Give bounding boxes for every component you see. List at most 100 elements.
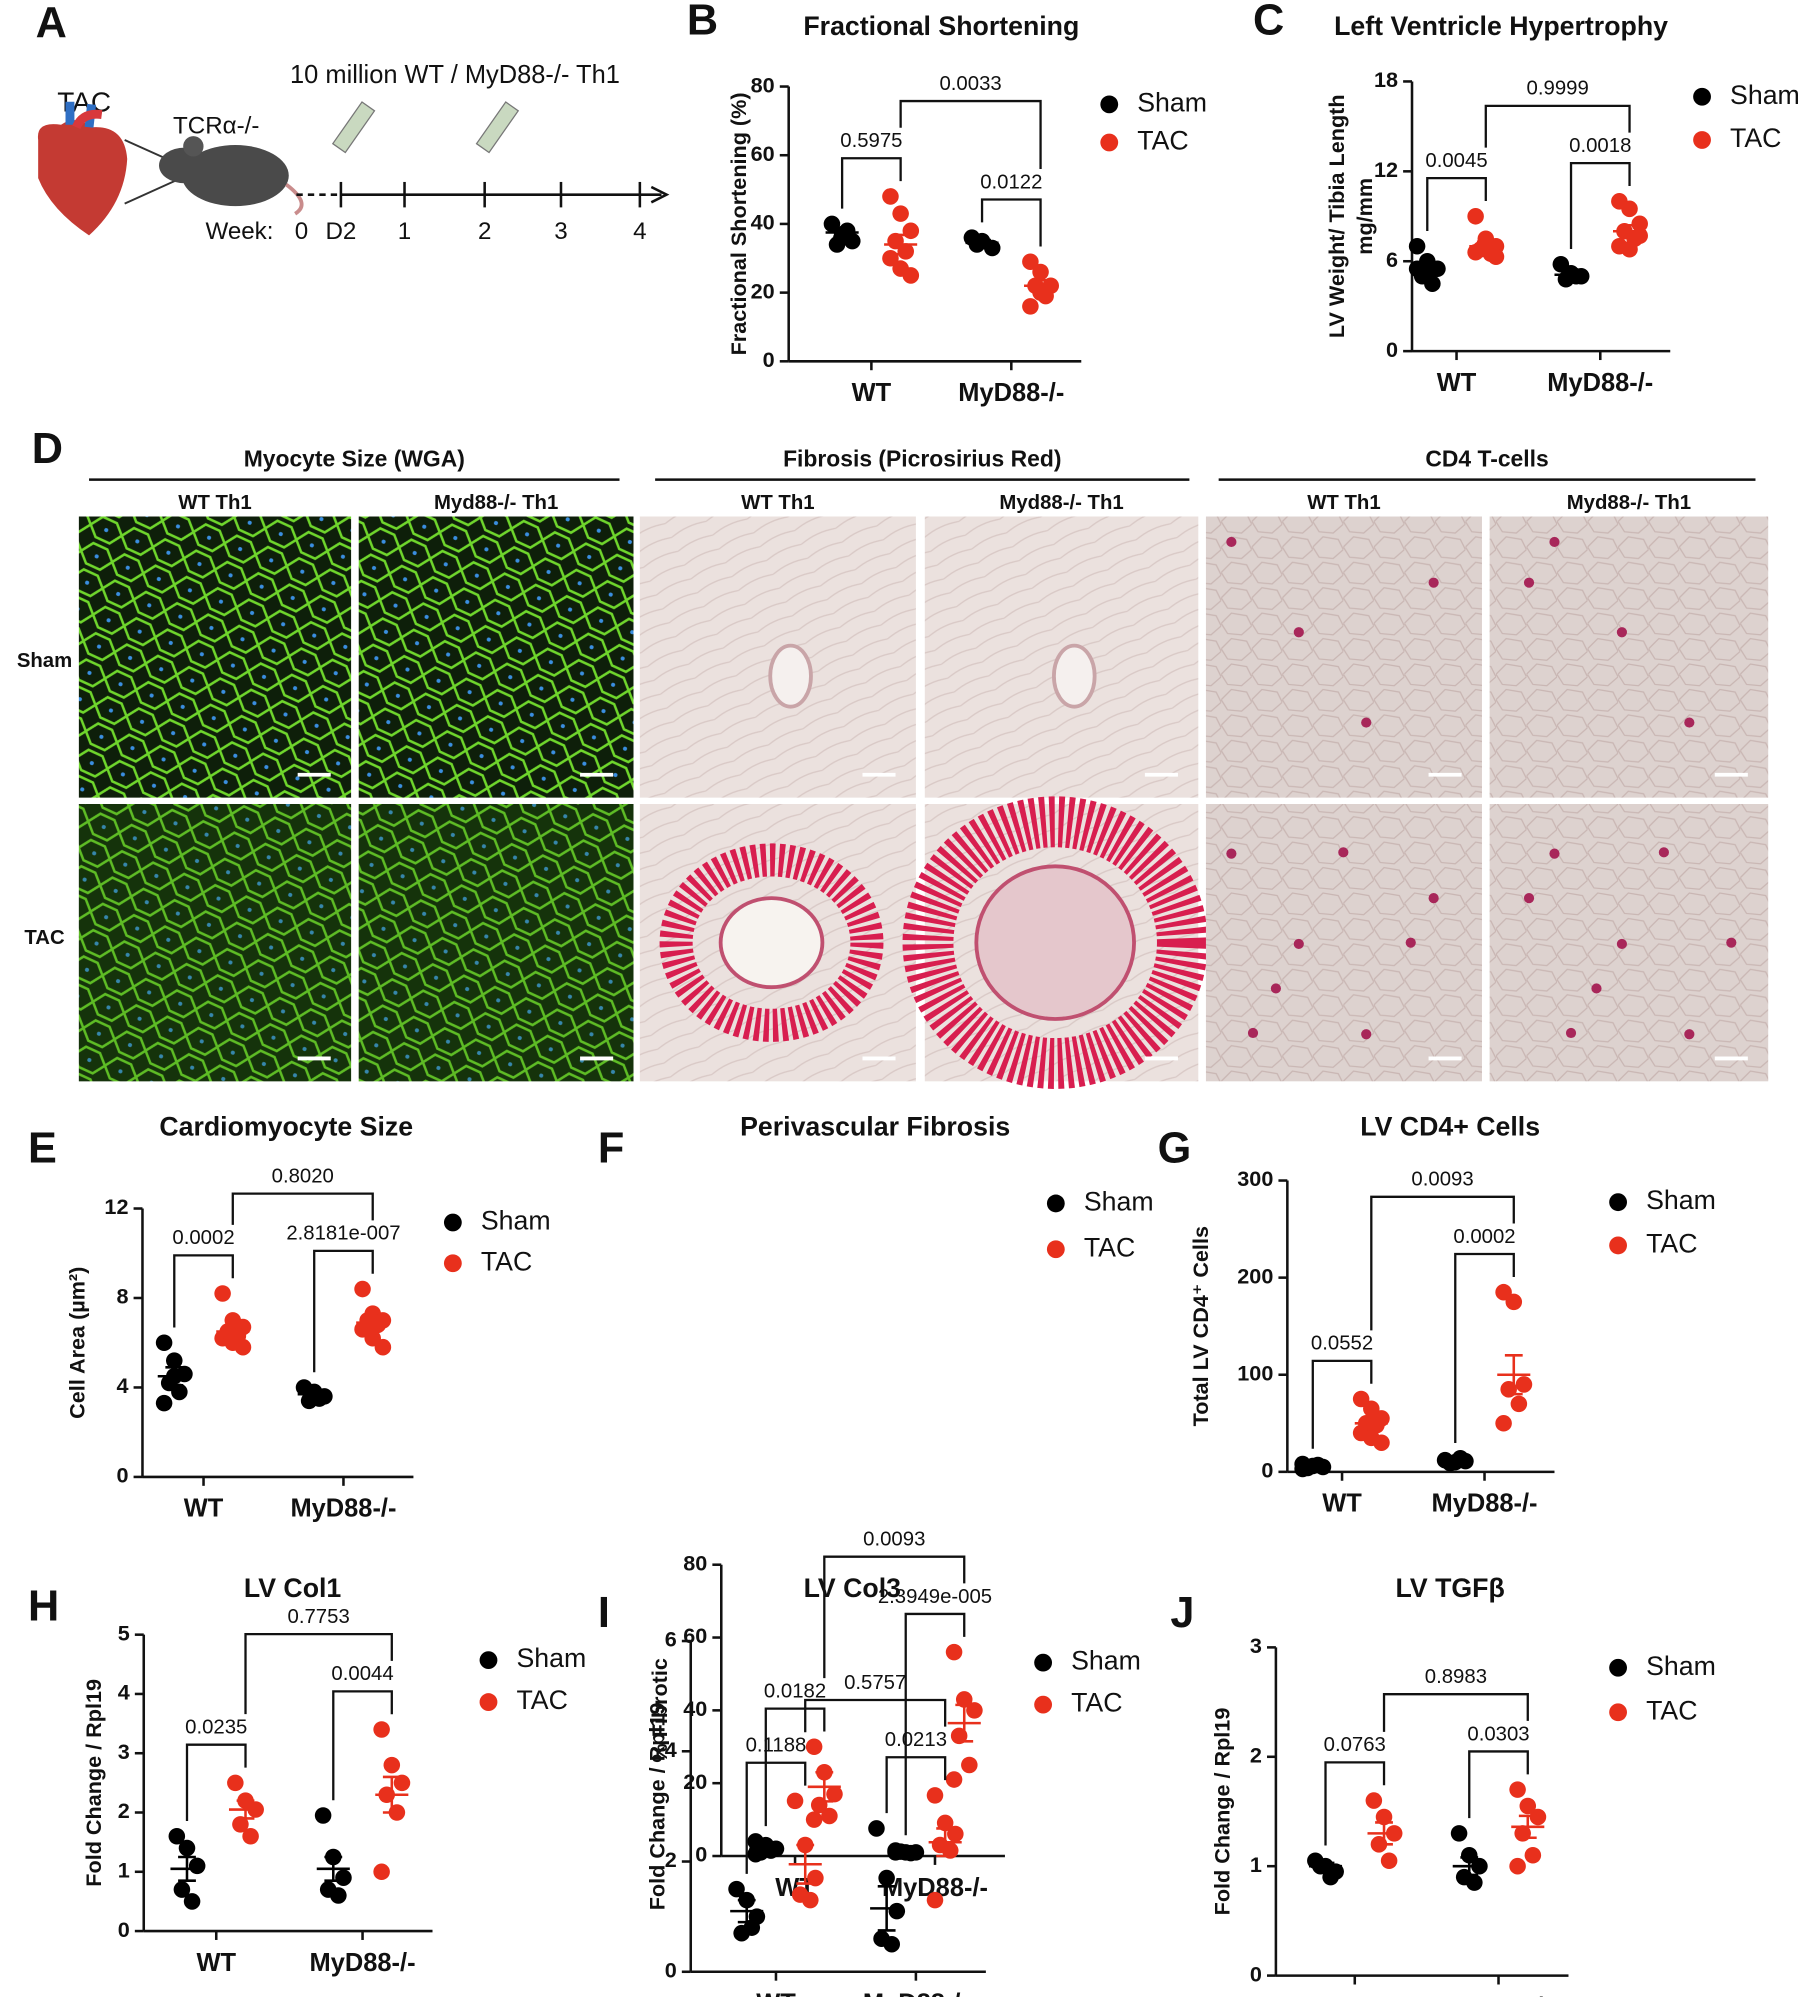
cd4-cell — [1405, 937, 1416, 948]
legend-label: Sham — [1137, 87, 1207, 117]
timeline-tick-label: 4 — [633, 218, 646, 245]
comparison-bracket — [1484, 104, 1631, 148]
panel-label: C — [1253, 0, 1284, 44]
chart-title: LV TGFβ — [1396, 1573, 1505, 1603]
comparison-bracket — [980, 198, 1042, 247]
data-point — [1509, 1781, 1526, 1798]
data-point — [1505, 1293, 1523, 1311]
data-point — [1524, 1846, 1542, 1864]
y-tick-label: 5 — [118, 1620, 130, 1645]
comparison-bracket — [313, 1249, 374, 1373]
syringe-icon — [331, 101, 520, 154]
legend-label: Sham — [481, 1206, 551, 1236]
cd4-cell — [1247, 1027, 1259, 1039]
comparison-bracket — [1454, 1252, 1515, 1443]
data-point — [1022, 253, 1039, 270]
cd4-cell — [1428, 893, 1439, 904]
cd4-cell — [1565, 1027, 1577, 1039]
p-value: 0.0303 — [1467, 1723, 1529, 1745]
data-point — [945, 1643, 963, 1661]
p-value: 0.0033 — [939, 73, 1001, 95]
y-tick-label: 0 — [1261, 1458, 1273, 1483]
error-bar — [955, 1703, 974, 1743]
chart-title: Perivascular Fibrosis — [740, 1111, 1010, 1141]
chart: H LV Col1 Fold Change / Rpl19 0 1 2 3 4 5 WT MyD88… — [28, 1573, 586, 1977]
p-value: 0.0093 — [1411, 1169, 1473, 1191]
legend-marker — [443, 1213, 462, 1232]
data-point — [1509, 1857, 1526, 1875]
mouse-icon — [159, 136, 304, 216]
error-bar — [305, 1389, 324, 1399]
error-bar — [796, 1843, 815, 1885]
data-point — [183, 1893, 201, 1910]
column-label: Myd88-/- Th1 — [434, 492, 558, 514]
comparison-bracket — [244, 1632, 393, 1715]
data-point — [1495, 1415, 1512, 1432]
y-tick-label: 200 — [1237, 1263, 1273, 1288]
x-tick-label: WT — [756, 1990, 796, 1997]
error-bar — [1460, 1856, 1479, 1877]
comparison-bracket — [1311, 1359, 1373, 1449]
comparison-bracket — [745, 1761, 807, 1874]
data-point — [902, 267, 920, 284]
error-bar — [815, 1770, 834, 1803]
column-label: Myd88-/- Th1 — [1567, 492, 1691, 514]
data-point — [868, 1820, 885, 1837]
micrograph — [358, 516, 634, 798]
y-tick-label: 2 — [1250, 1743, 1262, 1768]
p-value: 0.0093 — [863, 1529, 925, 1551]
micrograph — [1489, 516, 1769, 798]
y-tick-label: 1 — [1250, 1852, 1262, 1877]
vessel — [718, 896, 825, 990]
data-point — [232, 1816, 249, 1833]
data-point — [1515, 1376, 1533, 1393]
data-point — [821, 1807, 838, 1825]
y-tick-label: 0 — [763, 347, 775, 372]
comparison-bracket — [1370, 1195, 1515, 1331]
chart-title: Left Ventricle Hypertrophy — [1334, 11, 1668, 41]
p-value: 0.0045 — [1425, 150, 1487, 172]
y-tick-label: 6 — [1386, 247, 1398, 272]
error-bar — [1316, 1861, 1335, 1871]
error-bar — [1562, 270, 1580, 279]
chart: B Fractional Shortening Fractional Shorten… — [687, 0, 1207, 407]
data-point — [1373, 1434, 1390, 1451]
panel-label: D — [32, 425, 63, 473]
comparison-bracket — [1468, 1750, 1529, 1819]
cd4-cell — [1549, 536, 1560, 548]
error-bar — [1418, 262, 1437, 275]
y-tick-label: 12 — [104, 1194, 128, 1219]
data-point — [1510, 1395, 1528, 1413]
comparison-bracket — [1569, 162, 1631, 249]
mouse-label: TCRα-/- — [173, 113, 259, 140]
p-value: 0.0763 — [1324, 1734, 1386, 1756]
vessel — [974, 864, 1136, 1021]
y-axis-label: LV Weight/ Tibia Length — [1324, 94, 1349, 338]
chart-title: Cardiomyocyte Size — [159, 1111, 413, 1141]
comparison-bracket — [764, 1707, 826, 1827]
data-point — [1487, 248, 1505, 266]
data-point — [807, 1869, 824, 1887]
data-point — [234, 1338, 252, 1356]
legend-marker — [1100, 133, 1119, 152]
p-value: 0.5757 — [844, 1672, 906, 1694]
timeline-tick-label: 3 — [554, 218, 567, 245]
tint — [358, 803, 634, 1082]
panel-label: I — [598, 1589, 610, 1637]
data-point — [936, 1814, 954, 1832]
fibrosis — [902, 796, 1208, 1089]
data-point — [1294, 1460, 1311, 1478]
cd4-cell — [1658, 847, 1669, 858]
error-bar — [1303, 1463, 1322, 1469]
comparison-bracket — [823, 1555, 966, 1679]
comparison-bracket — [1324, 1761, 1386, 1846]
data-point — [1408, 237, 1426, 255]
comparison-bracket — [1426, 176, 1487, 231]
error-bar — [165, 1366, 184, 1387]
legend-label: TAC — [1137, 126, 1188, 156]
data-point — [1380, 1852, 1398, 1869]
data-point — [1466, 1874, 1483, 1891]
error-bar — [1031, 278, 1050, 293]
p-value: 0.0122 — [980, 171, 1042, 193]
data-point — [888, 1902, 906, 1920]
